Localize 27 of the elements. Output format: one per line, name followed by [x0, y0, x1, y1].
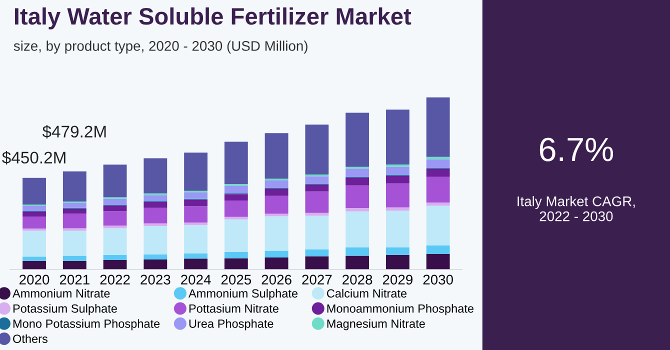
- x-tick-label: 2026: [262, 274, 292, 285]
- legend-label: Pottasium Nitrate: [189, 304, 278, 313]
- x-tick-label: 2027: [302, 274, 332, 285]
- text: Italy Market CAGR, 2022 - 2030: [518, 196, 635, 222]
- legend-label: Ammonium Sulphate: [188, 288, 298, 300]
- annotation: $479.2M: [42, 125, 106, 139]
- legend-label: Calcium Nitrate: [326, 288, 407, 298]
- chart-title: Italy Water Soluble Fertilizer Market: [14, 7, 412, 30]
- x-tick-label: 2021: [60, 274, 90, 285]
- legend-label: Others: [13, 334, 48, 344]
- legend-label: Potassium Sulphate: [13, 304, 117, 316]
- x-tick-label: 2020: [20, 274, 50, 285]
- x-tick-label: 2025: [221, 274, 252, 285]
- legend-label: Urea Phosphate: [189, 319, 274, 330]
- x-tick-label: 2023: [140, 274, 170, 285]
- x-tick-label: 2024: [181, 274, 211, 285]
- x-tick-label: 2028: [342, 274, 372, 285]
- x-tick-label: 2029: [382, 274, 412, 285]
- x-tick-label: 2030: [423, 274, 453, 285]
- legend-label: Magnesium Nitrate: [327, 319, 425, 330]
- legend-label: Monoammonium Phosphate: [327, 304, 474, 316]
- legend-label: Ammonium Nitrate: [12, 288, 110, 298]
- x-tick-label: 2022: [100, 274, 130, 285]
- text: 6.7%: [540, 138, 614, 162]
- chart-subtitle: size, by product type, 2020 - 2030 (USD Million): [14, 40, 308, 54]
- annotation: $450.2M: [2, 151, 66, 165]
- legend-label: Mono Potassium Phosphate: [13, 319, 160, 330]
